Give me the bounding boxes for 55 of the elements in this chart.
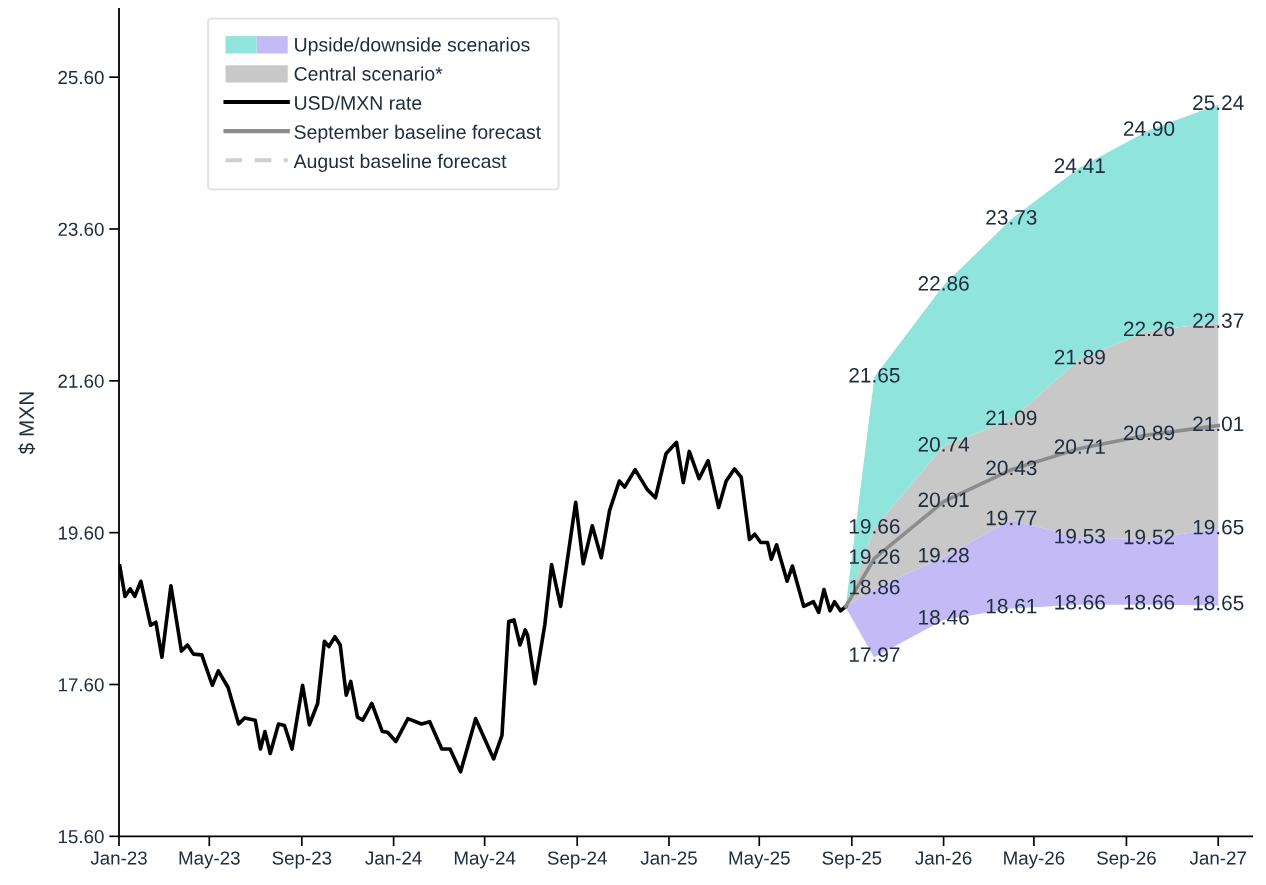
- y-tick-label: 17.60: [58, 678, 104, 692]
- x-tick-label: Jan-23: [90, 851, 147, 865]
- annotation: 23.73: [986, 209, 1037, 225]
- x-tick-label: Jan-24: [365, 851, 422, 865]
- annotation: 19.28: [919, 547, 969, 563]
- annotation: 18.66: [1124, 594, 1175, 610]
- x-tick-label: Jan-26: [915, 851, 972, 865]
- x-tick-label: May-25: [729, 851, 790, 869]
- annotation: 24.41: [1054, 158, 1105, 173]
- annotation: 19.66: [849, 518, 900, 534]
- annotation: 22.86: [918, 276, 969, 291]
- annotation: 19.53: [1055, 528, 1105, 544]
- annotation: 20.01: [918, 492, 969, 508]
- annotation: 21.65: [849, 367, 900, 383]
- annotation: 18.65: [1193, 595, 1244, 611]
- annotation: 21.09: [986, 410, 1037, 426]
- annotation: 22.37: [1193, 313, 1244, 328]
- annotation: 19.26: [849, 549, 900, 565]
- legend-label: September baseline forecast: [294, 124, 541, 143]
- x-tick-label: Sep-26: [1097, 851, 1156, 869]
- annotation: 18.86: [849, 579, 900, 595]
- y-axis-title: $ MXN: [18, 392, 36, 455]
- annotation: 19.65: [1193, 519, 1244, 535]
- legend-label: USD/MXN rate: [295, 95, 422, 110]
- annotation: 17.97: [849, 647, 900, 662]
- y-tick-label: 19.60: [58, 526, 104, 540]
- annotation: 18.66: [1055, 594, 1105, 610]
- annotation: 19.77: [986, 510, 1037, 526]
- x-tick-label: May-24: [454, 851, 516, 869]
- annotation: 21.89: [1054, 349, 1105, 365]
- legend-label: August baseline forecast: [293, 153, 507, 172]
- x-tick-label: Sep-23: [272, 851, 332, 869]
- annotation: 22.26: [1123, 321, 1175, 337]
- annotation: 20.89: [1123, 425, 1175, 441]
- x-tick-label: Sep-25: [822, 851, 882, 869]
- x-tick-label: Jan-25: [640, 851, 697, 865]
- annotation: 24.90: [1123, 121, 1175, 136]
- annotation: 18.46: [919, 610, 969, 625]
- x-tick-label: May-26: [1004, 851, 1065, 869]
- annotation: 18.61: [986, 598, 1037, 614]
- annotation: 21.01: [1193, 416, 1244, 432]
- y-tick-label: 15.60: [58, 830, 104, 844]
- annotation: 20.74: [918, 436, 970, 452]
- annotation: 20.43: [986, 460, 1037, 476]
- legend-label: Central scenario*: [294, 66, 443, 81]
- x-tick-label: May-23: [179, 851, 240, 869]
- y-tick-label: 21.60: [58, 374, 104, 388]
- annotation: 19.52: [1124, 529, 1175, 545]
- y-tick-label: 25.60: [58, 70, 104, 85]
- y-tick-label: 23.60: [58, 222, 104, 236]
- x-tick-label: Sep-24: [547, 851, 607, 869]
- legend-label: Upside/downside scenarios: [295, 37, 530, 56]
- annotation: 20.71: [1054, 439, 1105, 454]
- annotation: 25.24: [1193, 95, 1244, 111]
- x-tick-label: Jan-27: [1189, 851, 1246, 865]
